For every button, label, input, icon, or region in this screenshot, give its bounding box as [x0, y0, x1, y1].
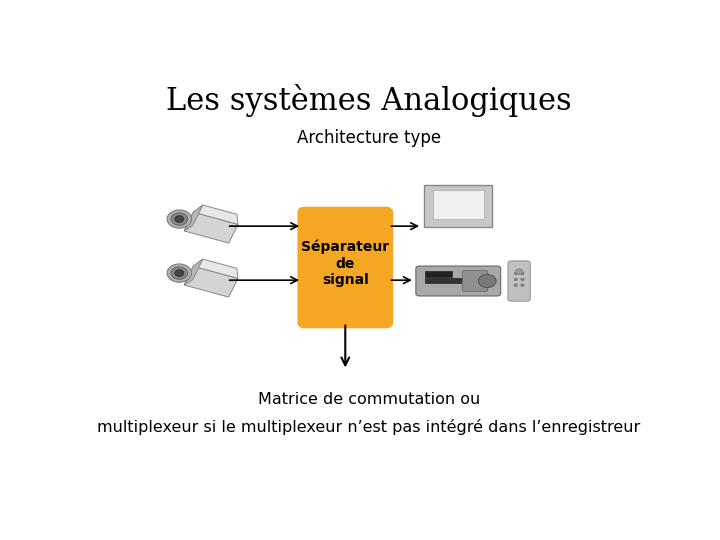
FancyBboxPatch shape [424, 185, 492, 227]
Circle shape [167, 264, 192, 282]
Circle shape [514, 284, 518, 286]
Polygon shape [194, 205, 238, 224]
FancyBboxPatch shape [416, 266, 500, 296]
Circle shape [521, 278, 524, 281]
Polygon shape [184, 259, 203, 285]
Circle shape [171, 267, 188, 279]
Polygon shape [184, 205, 203, 231]
Polygon shape [184, 266, 238, 297]
FancyBboxPatch shape [298, 207, 392, 328]
Polygon shape [454, 206, 463, 212]
Circle shape [514, 278, 518, 281]
FancyBboxPatch shape [508, 261, 530, 301]
Text: Les systèmes Analogiques: Les systèmes Analogiques [166, 84, 572, 117]
Circle shape [516, 269, 523, 274]
Circle shape [478, 274, 496, 288]
Text: Architecture type: Architecture type [297, 129, 441, 146]
FancyBboxPatch shape [433, 190, 484, 219]
Circle shape [175, 270, 184, 276]
Circle shape [171, 213, 188, 225]
Circle shape [514, 272, 518, 275]
FancyBboxPatch shape [462, 271, 488, 292]
FancyBboxPatch shape [437, 210, 480, 217]
Circle shape [175, 215, 184, 222]
Circle shape [521, 272, 524, 275]
Circle shape [167, 210, 192, 228]
Text: Séparateur
de
signal: Séparateur de signal [301, 240, 390, 287]
Text: multiplexeur si le multiplexeur n’est pas intégré dans l’enregistreur: multiplexeur si le multiplexeur n’est pa… [97, 418, 641, 435]
Text: Matrice de commutation ou: Matrice de commutation ou [258, 392, 480, 407]
Circle shape [521, 284, 524, 286]
FancyBboxPatch shape [425, 278, 468, 282]
Polygon shape [184, 212, 238, 243]
Polygon shape [194, 259, 238, 278]
FancyBboxPatch shape [425, 271, 452, 277]
